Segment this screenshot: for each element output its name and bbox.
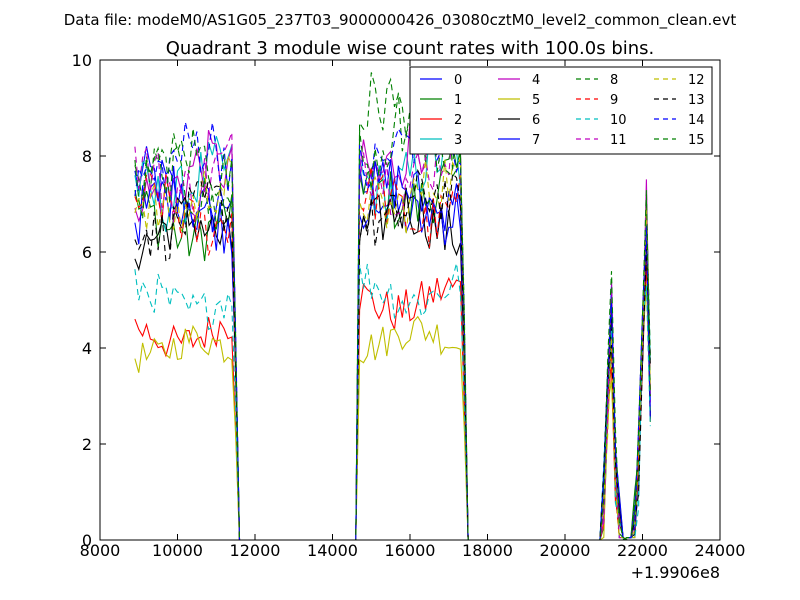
legend-label-15: 15 (688, 133, 705, 148)
series-line-14 (134, 102, 651, 540)
series-line-7 (134, 159, 651, 540)
figure-suptitle: Data file: modeM0/AS1G05_237T03_90000004… (64, 11, 737, 30)
x-tick-label: 22000 (617, 541, 668, 560)
legend-label-11: 11 (610, 133, 627, 148)
legend-label-7: 7 (532, 133, 540, 148)
legend-label-9: 9 (610, 93, 618, 108)
y-tick-label: 2 (82, 435, 92, 454)
legend-label-10: 10 (610, 113, 627, 128)
x-tick-label: 16000 (385, 541, 436, 560)
series-layer (134, 72, 651, 540)
axis-ticks: 8000 10000 12000 14000 16000 18000 20000 22000 2… (72, 51, 746, 560)
legend-label-2: 2 (454, 113, 462, 128)
x-tick-label: 12000 (230, 541, 281, 560)
legend-label-8: 8 (610, 73, 618, 88)
series-line-12 (134, 155, 651, 540)
chart-title: Quadrant 3 module wise count rates with … (166, 38, 655, 59)
x-tick-label: 10000 (152, 541, 203, 560)
legend-label-5: 5 (532, 93, 540, 108)
y-tick-label: 10 (72, 51, 92, 70)
series-line-1 (134, 143, 651, 540)
y-tick-label: 4 (82, 339, 92, 358)
x-axis-offset-label: +1.9906e8 (631, 563, 720, 582)
legend-label-6: 6 (532, 113, 540, 128)
legend-label-4: 4 (532, 73, 540, 88)
series-line-11 (134, 116, 651, 540)
legend-label-13: 13 (688, 93, 705, 108)
legend-label-0: 0 (454, 73, 462, 88)
series-line-10 (134, 263, 651, 540)
series-line-9 (134, 166, 651, 540)
series-line-15 (134, 92, 651, 540)
legend-label-1: 1 (454, 93, 462, 108)
legend-box (409, 66, 713, 155)
legend-label-12: 12 (688, 73, 705, 88)
legend-label-3: 3 (454, 133, 462, 148)
x-tick-label: 14000 (307, 541, 358, 560)
y-tick-label: 8 (82, 147, 92, 166)
series-line-2 (134, 260, 651, 540)
series-line-3 (134, 131, 651, 540)
series-line-13 (134, 168, 651, 540)
legend-label-14: 14 (688, 113, 705, 128)
x-tick-label: 24000 (695, 541, 746, 560)
y-tick-label: 0 (82, 531, 92, 550)
x-tick-label: 18000 (462, 541, 513, 560)
y-tick-label: 6 (82, 243, 92, 262)
series-line-5 (134, 283, 651, 540)
x-tick-label: 20000 (540, 541, 591, 560)
x-tick-label: 8000 (80, 541, 121, 560)
